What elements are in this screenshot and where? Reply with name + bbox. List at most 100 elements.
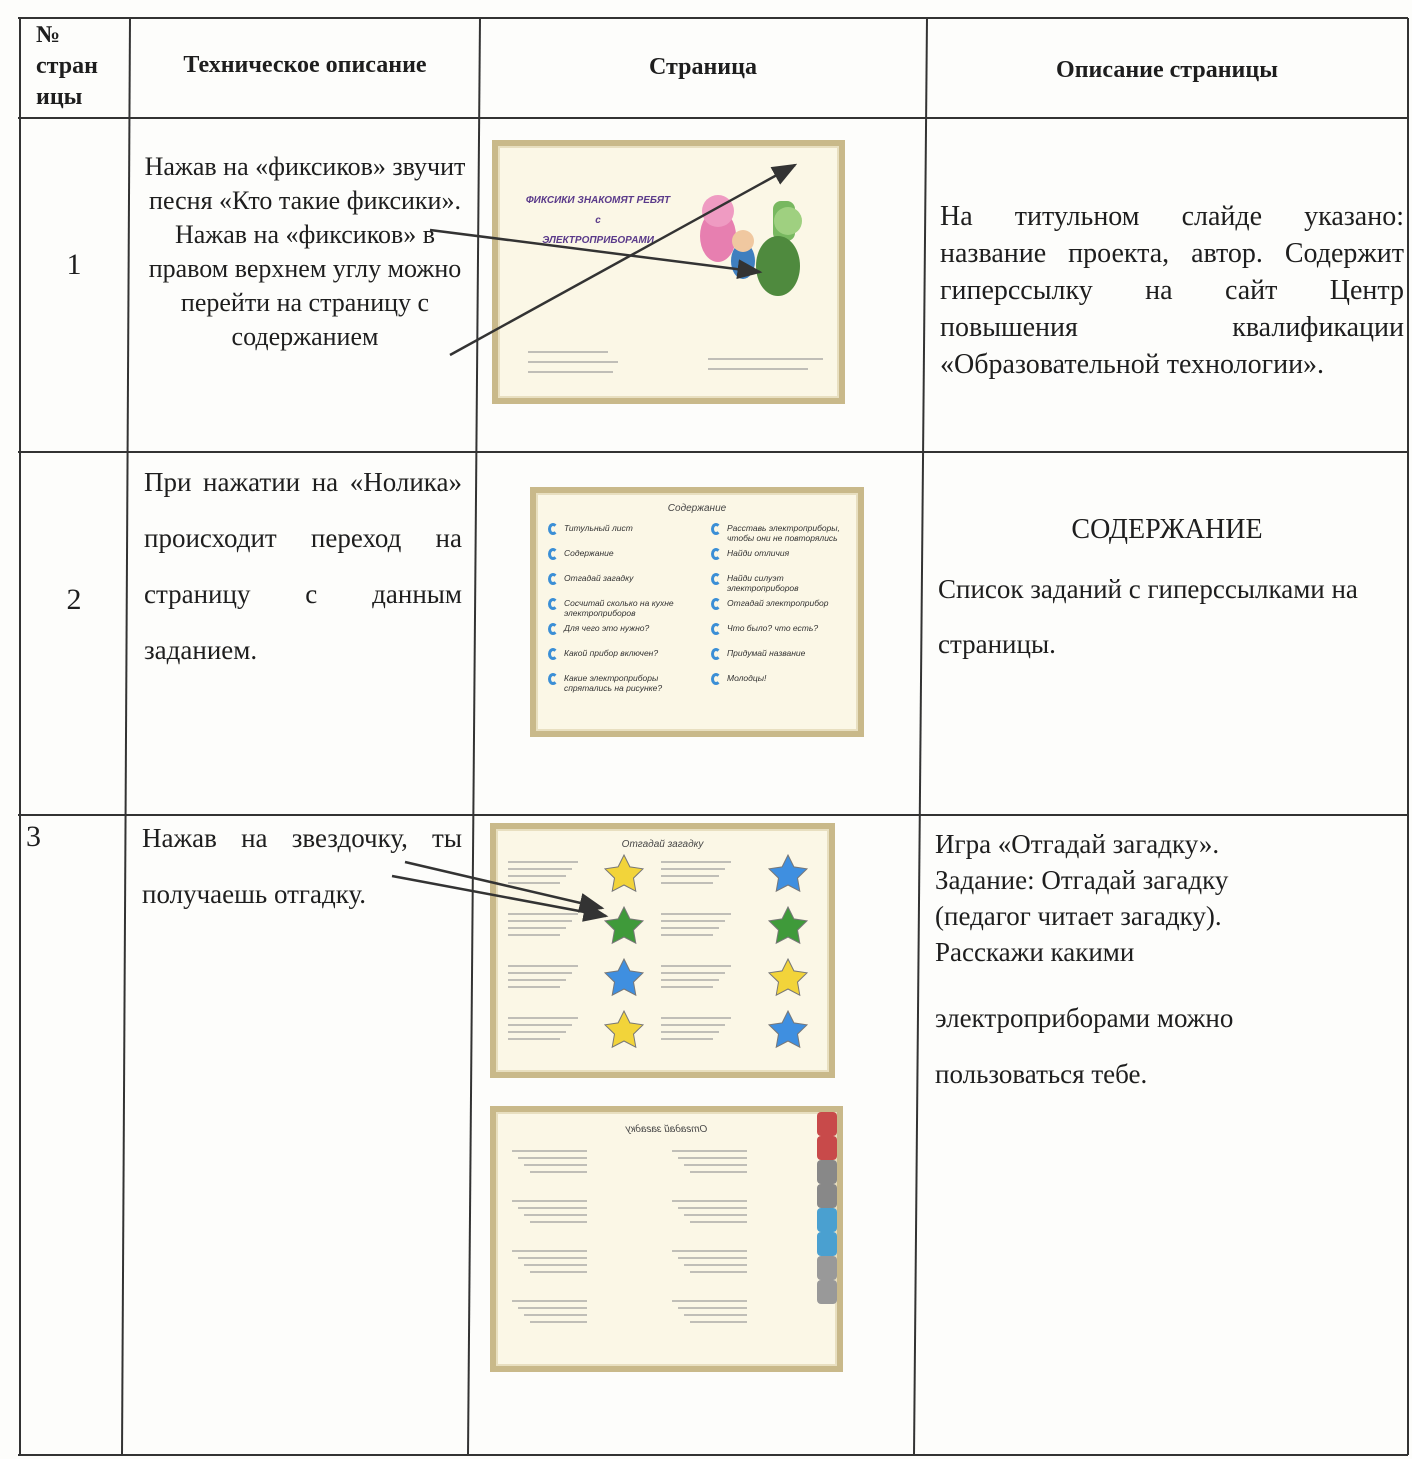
description-heading: СОДЕРЖАНИЕ	[1071, 514, 1263, 545]
header-line: ицы	[36, 84, 83, 110]
header-number: № стран ицы	[22, 20, 136, 113]
riddle-text	[512, 1250, 587, 1252]
riddle-text	[524, 1214, 587, 1216]
technical-description: При нажатии на «Нолика» происходит перех…	[144, 467, 462, 665]
header-line: №	[36, 22, 61, 48]
slide-title-line: ФИКСИКИ ЗНАКОМЯТ РЕБЯТ	[525, 195, 671, 206]
riddle-text	[690, 1171, 747, 1173]
riddle-text	[661, 920, 725, 922]
slide-thumbnail: Отгадай загадку	[490, 823, 835, 1078]
riddle-text	[508, 1031, 566, 1033]
riddle-text	[508, 965, 578, 967]
list-item: Какой прибор включен?	[564, 648, 659, 658]
riddle-text	[661, 868, 725, 870]
riddle-text	[661, 1024, 725, 1026]
description-line: пользоваться тебе.	[935, 1059, 1148, 1089]
row-number: 1	[66, 248, 82, 281]
riddle-text	[672, 1250, 747, 1252]
riddle-text	[512, 1200, 587, 1202]
list-icon	[548, 548, 558, 560]
riddle-text	[661, 979, 719, 981]
riddle-text	[508, 1024, 572, 1026]
riddle-text	[524, 1264, 587, 1266]
star[interactable]	[603, 957, 645, 997]
star[interactable]	[603, 853, 645, 893]
riddle-text	[661, 965, 731, 967]
page-description: Список заданий с гиперссылками на страни…	[938, 574, 1358, 659]
slide-title: Отгадай загадку	[625, 1124, 708, 1135]
star[interactable]	[767, 957, 809, 997]
list-item: Какие электроприборы спрятались на рисун…	[564, 673, 663, 693]
slide-title-line: с	[595, 215, 601, 226]
appliance-icon	[817, 1184, 837, 1208]
header-description: Описание страницы	[1056, 57, 1278, 83]
list-icon	[548, 598, 558, 610]
list-icon	[548, 648, 558, 660]
riddle-text	[661, 861, 731, 863]
page-description: На титульном слайде указано: название пр…	[940, 201, 1404, 380]
star[interactable]	[767, 853, 809, 893]
list-icon	[711, 648, 721, 660]
slide-thumbnail: Отгадай загадку	[490, 1106, 843, 1372]
riddle-text	[508, 979, 566, 981]
list-item: Молодцы!	[727, 673, 767, 683]
riddle-text	[661, 882, 713, 884]
riddle-text	[661, 986, 713, 988]
list-icon	[711, 598, 721, 610]
riddle-text	[678, 1157, 747, 1159]
header-technical: Техническое описание	[183, 52, 427, 78]
riddle-text	[518, 1207, 587, 1209]
description-line: электроприборами можно	[935, 1003, 1234, 1033]
riddle-text	[518, 1257, 587, 1259]
list-item: Найди отличия	[727, 548, 790, 558]
list-icon	[711, 548, 721, 560]
riddle-text	[508, 920, 572, 922]
list-icon	[711, 523, 721, 535]
list-item: Найди силуэт электроприборов	[727, 573, 799, 593]
page-description: Игра «Отгадай загадку». Задание: Отгадай …	[935, 826, 1405, 1102]
description-line: (педагог читает загадку).	[935, 901, 1222, 931]
appliance-icon	[817, 1136, 837, 1160]
riddle-text	[672, 1150, 747, 1152]
list-item: Титульный лист	[564, 523, 633, 533]
riddle-text	[524, 1314, 587, 1316]
list-icon	[711, 623, 721, 635]
list-item: Расставь электроприборы, чтобы они не по…	[727, 523, 840, 543]
header-line: стран	[36, 53, 98, 79]
slide-title: Содержание	[667, 503, 727, 514]
slide-title: ФИКСИКИ ЗНАКОМЯТ РЕБЯТ с ЭЛЕКТРОПРИБОРАМ…	[498, 191, 698, 251]
riddle-text	[530, 1221, 587, 1223]
list-icon	[548, 573, 558, 585]
riddle-text	[508, 1038, 560, 1040]
appliance-icon	[817, 1280, 837, 1304]
list-item: Содержание	[564, 548, 614, 558]
star[interactable]	[767, 1009, 809, 1049]
riddle-text	[524, 1164, 587, 1166]
list-item: Сосчитай сколько на кухне электроприборо…	[564, 598, 674, 618]
row-number: 3	[26, 820, 41, 853]
list-icon	[711, 573, 721, 585]
row-number: 2	[66, 583, 82, 616]
riddle-text	[684, 1164, 747, 1166]
riddle-text	[508, 934, 560, 936]
star[interactable]	[603, 1009, 645, 1049]
star[interactable]	[767, 905, 809, 945]
riddle-text	[672, 1300, 747, 1302]
description-line: Игра «Отгадай загадку».	[935, 829, 1220, 859]
riddle-text	[530, 1271, 587, 1273]
riddle-text	[508, 986, 560, 988]
list-icon	[711, 673, 721, 685]
star[interactable]	[603, 905, 645, 945]
riddle-text	[684, 1314, 747, 1316]
riddle-text	[684, 1264, 747, 1266]
riddle-text	[508, 927, 566, 929]
description-line: Расскажи какими	[935, 937, 1135, 967]
slide-thumbnail: Содержание Титульный лист Содержание Отгад…	[530, 487, 864, 737]
list-icon	[548, 523, 558, 535]
technical-description: Нажав на «фиксиков» звучит песня «Кто та…	[144, 152, 466, 351]
list-icon	[548, 623, 558, 635]
riddle-text	[678, 1207, 747, 1209]
list-item: Для чего это нужно?	[564, 623, 650, 633]
riddle-text	[690, 1221, 747, 1223]
